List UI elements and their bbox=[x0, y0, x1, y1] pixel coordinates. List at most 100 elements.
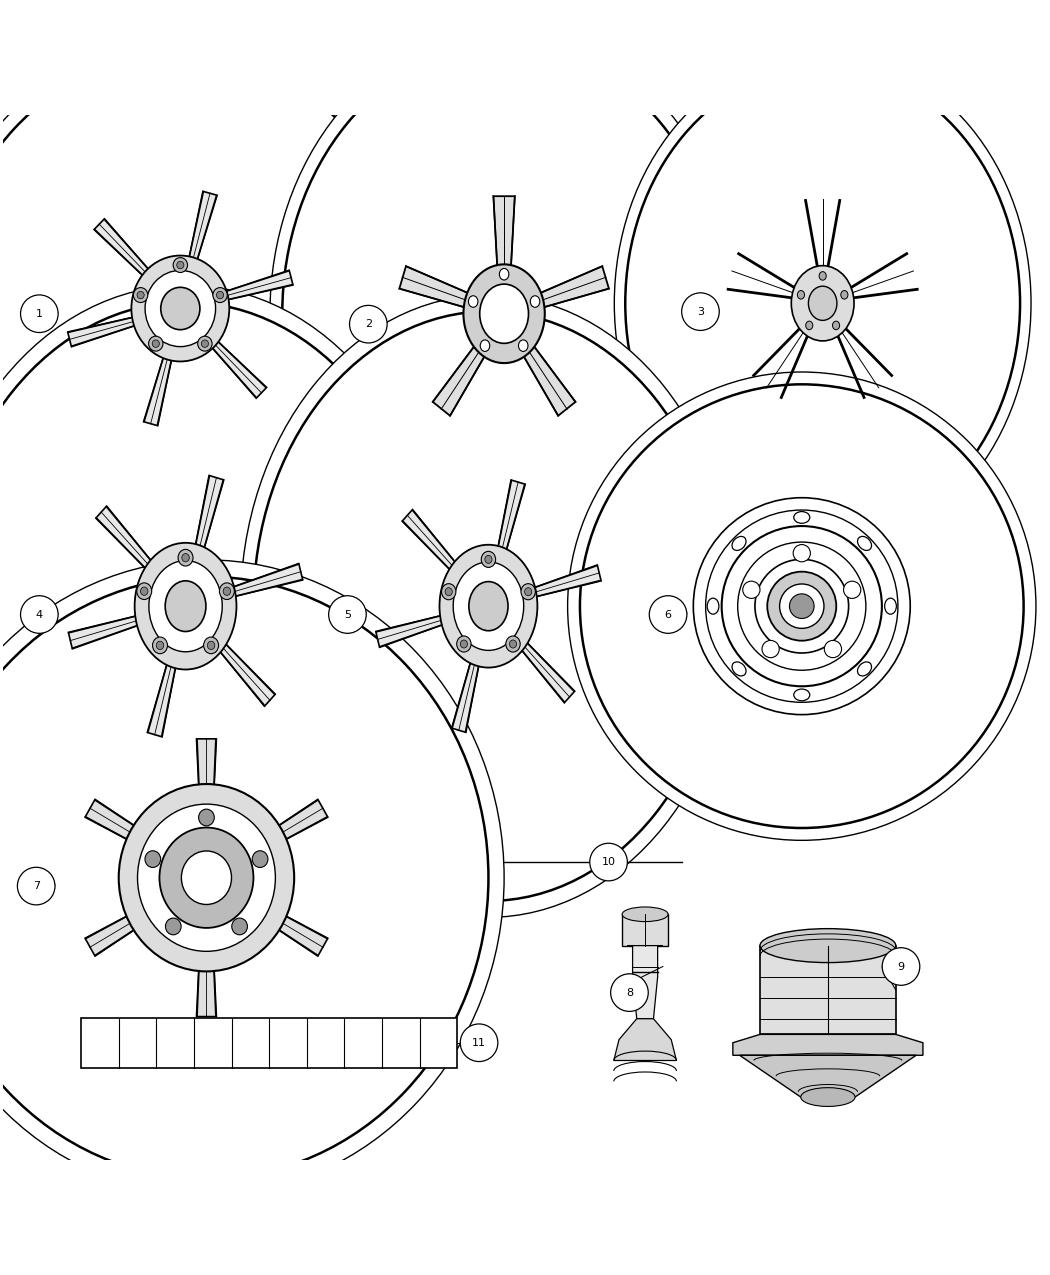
Polygon shape bbox=[148, 631, 183, 737]
Ellipse shape bbox=[149, 561, 223, 652]
Ellipse shape bbox=[152, 638, 168, 654]
Ellipse shape bbox=[808, 286, 837, 320]
Ellipse shape bbox=[580, 384, 1024, 827]
Ellipse shape bbox=[794, 511, 810, 523]
Ellipse shape bbox=[625, 66, 1020, 541]
Circle shape bbox=[681, 293, 719, 330]
Polygon shape bbox=[627, 946, 663, 1019]
Ellipse shape bbox=[145, 850, 161, 867]
Ellipse shape bbox=[202, 340, 209, 347]
Ellipse shape bbox=[156, 641, 164, 649]
Ellipse shape bbox=[442, 584, 456, 599]
Ellipse shape bbox=[119, 784, 294, 972]
Ellipse shape bbox=[463, 264, 545, 363]
Ellipse shape bbox=[805, 321, 813, 330]
Polygon shape bbox=[760, 946, 896, 1034]
Ellipse shape bbox=[525, 588, 531, 595]
Ellipse shape bbox=[457, 636, 471, 652]
Text: 7: 7 bbox=[33, 881, 40, 891]
Text: 9: 9 bbox=[898, 961, 904, 972]
Text: 2: 2 bbox=[364, 319, 372, 329]
Polygon shape bbox=[376, 609, 467, 646]
Polygon shape bbox=[517, 337, 575, 416]
Ellipse shape bbox=[253, 311, 723, 901]
Polygon shape bbox=[184, 191, 216, 286]
Ellipse shape bbox=[623, 907, 668, 922]
Ellipse shape bbox=[152, 340, 160, 347]
Ellipse shape bbox=[762, 640, 779, 658]
Polygon shape bbox=[402, 510, 475, 590]
Polygon shape bbox=[399, 266, 478, 310]
Ellipse shape bbox=[858, 662, 871, 676]
Ellipse shape bbox=[708, 598, 719, 615]
Ellipse shape bbox=[204, 638, 218, 654]
Ellipse shape bbox=[793, 544, 811, 562]
Ellipse shape bbox=[136, 292, 144, 298]
Ellipse shape bbox=[794, 688, 810, 701]
Ellipse shape bbox=[790, 594, 814, 618]
Ellipse shape bbox=[768, 571, 836, 640]
Ellipse shape bbox=[732, 662, 747, 676]
Ellipse shape bbox=[0, 41, 428, 576]
Ellipse shape bbox=[760, 928, 896, 963]
Ellipse shape bbox=[506, 636, 520, 652]
Ellipse shape bbox=[485, 556, 492, 564]
Circle shape bbox=[350, 306, 387, 343]
Ellipse shape bbox=[0, 576, 488, 1179]
Polygon shape bbox=[531, 266, 609, 310]
Polygon shape bbox=[453, 631, 485, 732]
Ellipse shape bbox=[480, 340, 489, 352]
Ellipse shape bbox=[858, 537, 871, 551]
Ellipse shape bbox=[141, 586, 148, 595]
Ellipse shape bbox=[131, 255, 229, 361]
Text: 3: 3 bbox=[697, 306, 704, 316]
Circle shape bbox=[21, 595, 58, 634]
Circle shape bbox=[590, 843, 627, 881]
Ellipse shape bbox=[224, 586, 231, 595]
Ellipse shape bbox=[0, 302, 429, 910]
Ellipse shape bbox=[161, 287, 200, 330]
Ellipse shape bbox=[445, 588, 453, 595]
Polygon shape bbox=[739, 1056, 917, 1096]
Polygon shape bbox=[208, 564, 302, 603]
Polygon shape bbox=[85, 891, 180, 955]
Circle shape bbox=[18, 867, 55, 905]
Text: 6: 6 bbox=[665, 609, 672, 620]
Ellipse shape bbox=[213, 288, 227, 302]
Ellipse shape bbox=[819, 272, 826, 280]
Polygon shape bbox=[189, 476, 224, 581]
Polygon shape bbox=[94, 219, 166, 293]
Ellipse shape bbox=[240, 295, 736, 917]
Polygon shape bbox=[97, 506, 171, 589]
Text: 1: 1 bbox=[36, 309, 43, 319]
Ellipse shape bbox=[519, 340, 528, 352]
Ellipse shape bbox=[197, 337, 212, 351]
Circle shape bbox=[329, 595, 366, 634]
Text: 5: 5 bbox=[344, 609, 351, 620]
Polygon shape bbox=[197, 913, 216, 1016]
Ellipse shape bbox=[797, 291, 804, 300]
Polygon shape bbox=[233, 799, 328, 864]
Ellipse shape bbox=[841, 291, 848, 300]
Ellipse shape bbox=[509, 640, 517, 648]
Ellipse shape bbox=[207, 641, 215, 649]
Ellipse shape bbox=[0, 286, 443, 927]
Text: 4: 4 bbox=[36, 609, 43, 620]
Ellipse shape bbox=[136, 583, 151, 599]
Ellipse shape bbox=[732, 537, 747, 551]
Bar bbox=[81, 1017, 457, 1067]
Ellipse shape bbox=[824, 640, 841, 658]
Polygon shape bbox=[433, 337, 491, 416]
Text: 10: 10 bbox=[602, 857, 615, 867]
Ellipse shape bbox=[742, 581, 760, 598]
Circle shape bbox=[882, 947, 920, 986]
Polygon shape bbox=[202, 270, 293, 305]
Ellipse shape bbox=[0, 55, 416, 562]
Circle shape bbox=[460, 1024, 498, 1062]
Ellipse shape bbox=[138, 805, 275, 951]
Ellipse shape bbox=[843, 581, 861, 598]
Ellipse shape bbox=[500, 269, 509, 280]
Polygon shape bbox=[194, 324, 267, 398]
Ellipse shape bbox=[521, 584, 536, 599]
Polygon shape bbox=[144, 332, 177, 426]
